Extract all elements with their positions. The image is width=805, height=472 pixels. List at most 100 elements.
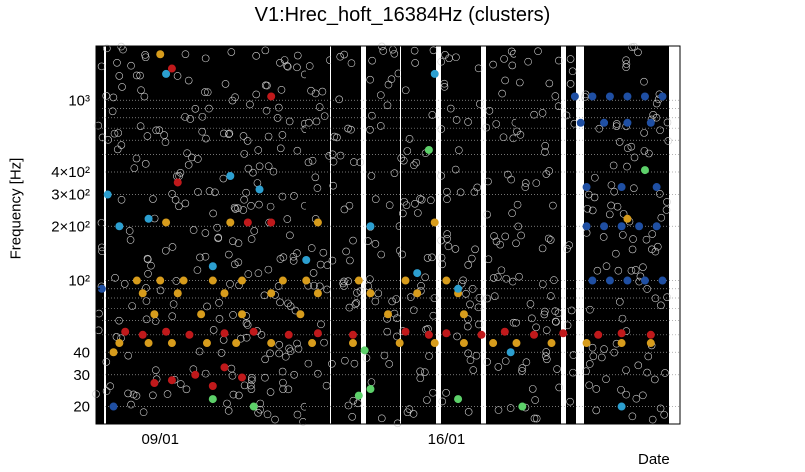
cluster-marker	[238, 276, 246, 285]
background-event-marker	[229, 390, 238, 399]
background-event-marker	[330, 132, 339, 141]
background-event-marker	[554, 309, 563, 318]
background-event-marker	[443, 230, 452, 238]
cluster-marker	[617, 329, 626, 338]
background-event-marker	[390, 49, 399, 58]
background-event-marker	[502, 274, 511, 283]
background-event-marker	[97, 62, 106, 71]
background-event-marker	[409, 306, 418, 315]
background-event-marker	[345, 303, 354, 312]
background-event-marker	[181, 50, 190, 58]
background-event-marker	[452, 116, 461, 124]
background-event-marker	[602, 262, 611, 270]
background-event-marker	[117, 195, 126, 204]
background-event-marker	[244, 164, 253, 173]
background-event-marker	[284, 385, 293, 394]
background-event-marker	[248, 374, 256, 382]
background-event-marker	[344, 277, 352, 286]
background-event-marker	[110, 129, 119, 138]
background-event-marker	[315, 103, 324, 111]
cluster-marker	[617, 183, 626, 192]
background-event-marker	[607, 181, 616, 189]
cluster-marker	[109, 402, 118, 411]
background-event-marker	[195, 347, 204, 356]
background-event-marker	[593, 266, 602, 275]
x-axis-label: Date	[638, 451, 670, 468]
background-event-marker	[242, 333, 251, 342]
cluster-marker	[220, 329, 229, 338]
background-event-marker	[517, 231, 525, 240]
cluster-marker	[167, 376, 176, 385]
background-event-marker	[215, 315, 224, 323]
background-event-marker	[194, 188, 202, 196]
background-event-marker	[225, 129, 234, 138]
background-event-marker	[541, 148, 549, 156]
cluster-marker	[109, 348, 118, 357]
background-event-marker	[528, 314, 536, 323]
background-event-marker	[377, 91, 385, 99]
background-event-marker	[429, 46, 438, 55]
background-event-marker	[591, 173, 599, 182]
background-event-marker	[264, 132, 273, 141]
background-event-marker	[124, 351, 133, 360]
background-event-marker	[521, 183, 530, 191]
background-event-marker	[283, 62, 292, 71]
cluster-marker	[226, 172, 235, 181]
background-event-marker	[466, 356, 475, 364]
background-event-marker	[623, 144, 632, 153]
background-event-marker	[599, 233, 608, 241]
background-event-marker	[643, 368, 651, 377]
background-event-marker	[655, 190, 664, 198]
background-event-marker	[94, 121, 103, 130]
background-event-marker	[114, 129, 123, 137]
background-event-marker	[286, 302, 295, 311]
background-event-marker	[215, 299, 223, 307]
y-tick-label: 3×10²	[51, 187, 90, 204]
cluster-marker	[600, 222, 609, 231]
background-event-marker	[263, 81, 271, 90]
background-event-marker	[530, 414, 539, 423]
background-event-marker	[305, 62, 314, 70]
background-event-marker	[468, 254, 476, 263]
background-event-marker	[243, 321, 252, 329]
background-event-marker	[654, 242, 662, 251]
background-event-marker	[240, 195, 248, 204]
background-event-marker	[136, 122, 145, 130]
background-event-marker	[152, 126, 160, 135]
background-event-marker	[522, 358, 531, 367]
background-event-marker	[648, 415, 657, 424]
background-event-marker	[437, 236, 445, 245]
cluster-marker	[197, 310, 206, 319]
background-event-marker	[464, 261, 472, 269]
background-event-marker	[622, 390, 630, 399]
cluster-marker	[640, 166, 649, 175]
background-event-marker	[117, 141, 126, 149]
cluster-marker	[249, 327, 258, 336]
background-event-marker	[364, 282, 373, 290]
background-event-marker	[132, 71, 141, 80]
background-event-marker	[542, 352, 550, 361]
background-event-marker	[247, 385, 256, 393]
background-event-marker	[639, 391, 647, 400]
background-event-marker	[304, 359, 313, 368]
background-event-marker	[383, 327, 392, 336]
background-event-marker	[429, 388, 437, 397]
cluster-marker	[652, 183, 661, 192]
background-event-marker	[414, 209, 422, 217]
background-event-marker	[322, 381, 331, 390]
background-event-marker	[429, 311, 438, 320]
background-event-marker	[362, 354, 371, 362]
background-event-marker	[585, 360, 594, 368]
background-event-marker	[634, 361, 643, 370]
background-event-marker	[490, 292, 499, 300]
cluster-marker	[605, 92, 614, 101]
background-event-marker	[98, 247, 106, 255]
background-event-marker	[438, 260, 447, 269]
background-event-marker	[349, 236, 357, 245]
background-event-marker	[275, 349, 283, 358]
background-event-marker	[512, 319, 520, 327]
background-event-marker	[631, 266, 640, 274]
cluster-marker	[226, 218, 235, 227]
cluster-marker	[191, 370, 200, 379]
cluster-marker	[582, 222, 591, 231]
